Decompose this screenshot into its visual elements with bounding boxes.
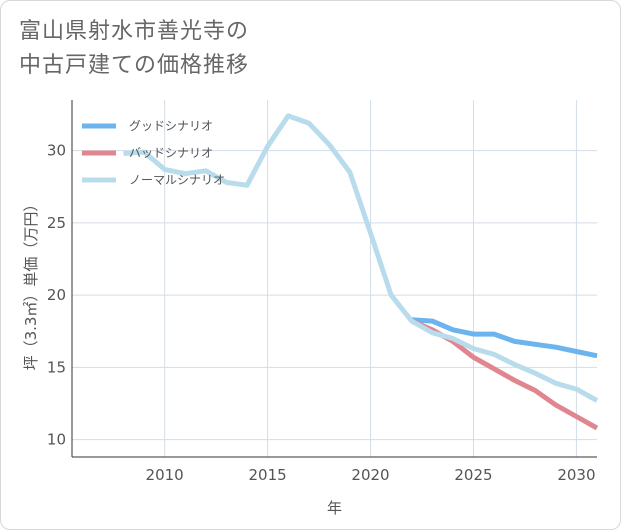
x-tick-label: 2030 bbox=[557, 466, 595, 484]
series-lines bbox=[123, 113, 599, 431]
x-tick-label: 2020 bbox=[351, 466, 389, 484]
x-tick-label: 2025 bbox=[454, 466, 492, 484]
legend-item[interactable]: バッドシナリオ bbox=[82, 146, 213, 160]
legend-item[interactable]: ノーマルシナリオ bbox=[82, 173, 225, 187]
legend-item[interactable]: グッドシナリオ bbox=[82, 119, 213, 133]
legend-label: グッドシナリオ bbox=[129, 119, 213, 133]
y-axis-label: 坪（3.3㎡）単価（万円） bbox=[22, 197, 40, 371]
chart-title-line-1: 富山県射水市善光寺の bbox=[19, 19, 250, 44]
axes bbox=[71, 100, 597, 458]
y-tick-label: 10 bbox=[47, 431, 66, 449]
series-line-グッドシナリオ bbox=[411, 317, 598, 359]
legend-label: ノーマルシナリオ bbox=[129, 173, 225, 187]
series-line-ノーマルシナリオ bbox=[123, 113, 599, 403]
y-tick-label: 30 bbox=[47, 142, 66, 160]
x-tick-label: 2010 bbox=[146, 466, 184, 484]
y-tick-label: 20 bbox=[47, 286, 66, 304]
y-tick-label: 25 bbox=[47, 214, 66, 232]
chart-title: 富山県射水市善光寺の 中古戸建ての価格推移 bbox=[19, 15, 249, 83]
grid-lines bbox=[72, 100, 597, 457]
y-tick-label: 15 bbox=[47, 358, 66, 376]
x-tick-label: 2015 bbox=[248, 466, 286, 484]
x-axis-label: 年 bbox=[327, 499, 342, 517]
chart-title-line-2: 中古戸建ての価格推移 bbox=[19, 53, 250, 78]
legend-label: バッドシナリオ bbox=[129, 146, 213, 160]
